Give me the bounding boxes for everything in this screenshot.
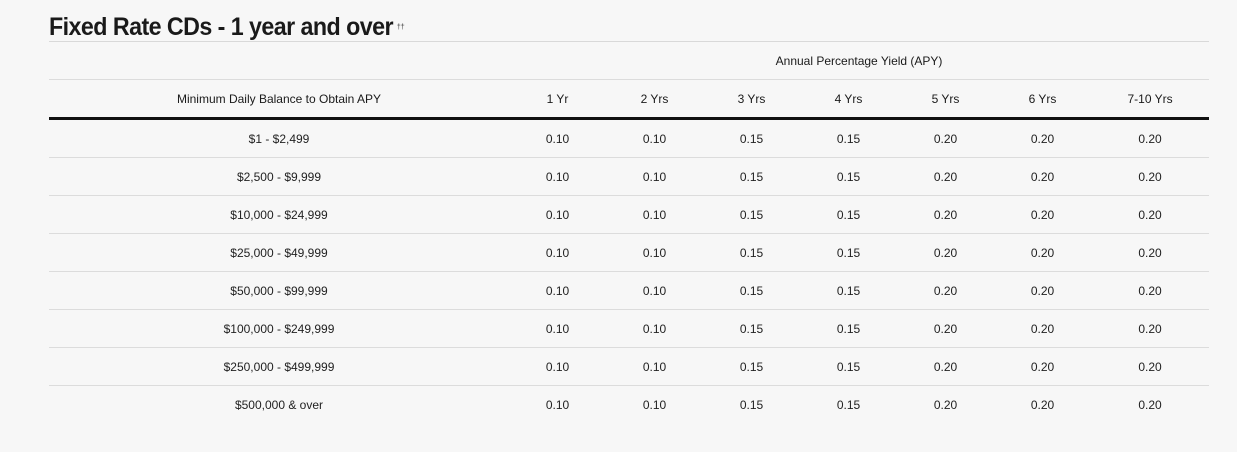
apy-cell: 0.20 bbox=[897, 347, 994, 386]
term-header-1yr: 1 Yr bbox=[509, 79, 606, 120]
balance-column-header: Minimum Daily Balance to Obtain APY bbox=[49, 79, 509, 120]
apy-cell: 0.20 bbox=[994, 195, 1091, 234]
apy-cell: 0.20 bbox=[1030, 397, 1055, 412]
apy-cell: 0.15 bbox=[703, 118, 800, 158]
term-header-5yrs: 5 Yrs bbox=[897, 79, 994, 120]
balance-cell: $25,000 - $49,999 bbox=[49, 233, 509, 272]
balance-cell: $1 - $2,499 bbox=[49, 118, 509, 158]
apy-cell: 0.20 bbox=[994, 157, 1091, 196]
apy-cell: 0.10 bbox=[606, 157, 703, 196]
term-header-6yrs: 6 Yrs bbox=[994, 79, 1091, 120]
apy-cell: 0.20 bbox=[994, 271, 1091, 310]
apy-cell: 0.10 bbox=[509, 118, 606, 158]
column-header-row: Minimum Daily Balance to Obtain APY 1 Yr… bbox=[49, 79, 1210, 120]
apy-cell: 0.20 bbox=[897, 309, 994, 348]
apy-cell: 0.15 bbox=[800, 157, 897, 196]
page-title-wrap: Fixed Rate CDs - 1 year and over †† bbox=[49, 12, 405, 42]
apy-cell: 0.10 bbox=[509, 157, 606, 196]
table-row: $2,500 - $9,999 0.10 0.10 0.15 0.15 0.20 0.20 0… bbox=[49, 157, 1210, 196]
balance-cell: $100,000 - $249,999 bbox=[49, 309, 509, 348]
term-header-3yrs: 3 Yrs bbox=[703, 79, 800, 120]
apy-cell: 0.20 bbox=[994, 309, 1091, 348]
apy-cell: 0.15 bbox=[800, 233, 897, 272]
apy-cell: 0.20 bbox=[1091, 118, 1210, 158]
apy-group-header: Annual Percentage Yield (APY) bbox=[509, 42, 1210, 80]
apy-cell: 0.10 bbox=[509, 271, 606, 310]
apy-cell: 0.20 bbox=[897, 195, 994, 234]
apy-cell: 0.15 bbox=[800, 347, 897, 386]
apy-cell: 0.15 bbox=[800, 195, 897, 234]
apy-cell: 0.20 bbox=[994, 233, 1091, 272]
apy-cell: 0.20 bbox=[1091, 233, 1210, 272]
apy-cell: 0.20 bbox=[897, 271, 994, 310]
apy-cell: 0.10 bbox=[509, 309, 606, 348]
apy-cell: 0.20 bbox=[933, 397, 958, 412]
table-header: Annual Percentage Yield (APY) Minimum Da… bbox=[49, 42, 1210, 120]
apy-cell: 0.15 bbox=[800, 118, 897, 158]
apy-cell: 0.20 bbox=[1091, 347, 1210, 386]
apy-cell: 0.20 bbox=[994, 118, 1091, 158]
table-row: $250,000 - $499,999 0.10 0.10 0.15 0.15 0.20 0… bbox=[49, 347, 1210, 386]
apy-cell: 0.10 bbox=[509, 233, 606, 272]
term-header-4yrs: 4 Yrs bbox=[800, 79, 897, 120]
apy-cell: 0.20 bbox=[1091, 309, 1210, 348]
apy-cell: 0.20 bbox=[1091, 271, 1210, 310]
table-row: $1 - $2,499 0.10 0.10 0.15 0.15 0.20 0.20 0.20 bbox=[49, 118, 1210, 158]
apy-cell: 0.20 bbox=[994, 347, 1091, 386]
apy-cell: 0.10 bbox=[606, 233, 703, 272]
apy-cell: 0.15 bbox=[703, 271, 800, 310]
table-row: $25,000 - $49,999 0.10 0.10 0.15 0.15 0.20 0.2… bbox=[49, 233, 1210, 272]
apy-cell: 0.15 bbox=[800, 271, 897, 310]
balance-cell: $500,000 & over bbox=[234, 397, 324, 412]
term-header-7-10yrs: 7-10 Yrs bbox=[1091, 79, 1210, 120]
apy-cell: 0.10 bbox=[606, 309, 703, 348]
balance-cell: $10,000 - $24,999 bbox=[49, 195, 509, 234]
table-body: $1 - $2,499 0.10 0.10 0.15 0.15 0.20 0.20 0.20 $… bbox=[49, 118, 1210, 424]
balance-cell: $2,500 - $9,999 bbox=[49, 157, 509, 196]
title-divider bbox=[49, 41, 1209, 42]
cd-rates-table: Annual Percentage Yield (APY) Minimum Da… bbox=[49, 42, 1210, 424]
apy-cell: 0.10 bbox=[606, 271, 703, 310]
apy-cell: 0.10 bbox=[509, 195, 606, 234]
apy-cell: 0.20 bbox=[897, 157, 994, 196]
apy-cell: 0.10 bbox=[606, 118, 703, 158]
group-header-spacer bbox=[49, 42, 509, 80]
page-title: Fixed Rate CDs - 1 year and over bbox=[49, 13, 394, 41]
apy-cell: 0.10 bbox=[545, 397, 570, 412]
apy-cell: 0.20 bbox=[1091, 195, 1210, 234]
table-row: $500,000 & over 0.10 0.10 0.15 0.15 0.20 0.20 0… bbox=[49, 386, 1209, 424]
apy-cell: 0.15 bbox=[703, 157, 800, 196]
balance-cell: $250,000 - $499,999 bbox=[49, 347, 509, 386]
apy-cell: 0.15 bbox=[703, 233, 800, 272]
term-header-2yrs: 2 Yrs bbox=[606, 79, 703, 120]
apy-cell: 0.10 bbox=[606, 347, 703, 386]
apy-cell: 0.20 bbox=[1138, 397, 1162, 412]
table-row: $50,000 - $99,999 0.10 0.10 0.15 0.15 0.20 0.2… bbox=[49, 271, 1210, 310]
table-row: $100,000 - $249,999 0.10 0.10 0.15 0.15 0.20 0… bbox=[49, 309, 1210, 348]
table-row: $10,000 - $24,999 0.10 0.10 0.15 0.15 0.20 0.2… bbox=[49, 195, 1210, 234]
apy-cell: 0.15 bbox=[703, 309, 800, 348]
apy-cell: 0.20 bbox=[1091, 157, 1210, 196]
title-footnote-marker[interactable]: †† bbox=[396, 24, 405, 31]
apy-cell: 0.20 bbox=[897, 233, 994, 272]
apy-cell: 0.10 bbox=[509, 347, 606, 386]
apy-cell: 0.10 bbox=[606, 195, 703, 234]
apy-cell: 0.15 bbox=[800, 309, 897, 348]
apy-cell: 0.15 bbox=[703, 347, 800, 386]
balance-cell: $50,000 - $99,999 bbox=[49, 271, 509, 310]
group-header-row: Annual Percentage Yield (APY) bbox=[49, 42, 1210, 80]
apy-cell: 0.15 bbox=[739, 397, 764, 412]
apy-cell: 0.10 bbox=[642, 397, 667, 412]
apy-cell: 0.15 bbox=[836, 397, 861, 412]
apy-cell: 0.15 bbox=[703, 195, 800, 234]
apy-cell: 0.20 bbox=[897, 118, 994, 158]
